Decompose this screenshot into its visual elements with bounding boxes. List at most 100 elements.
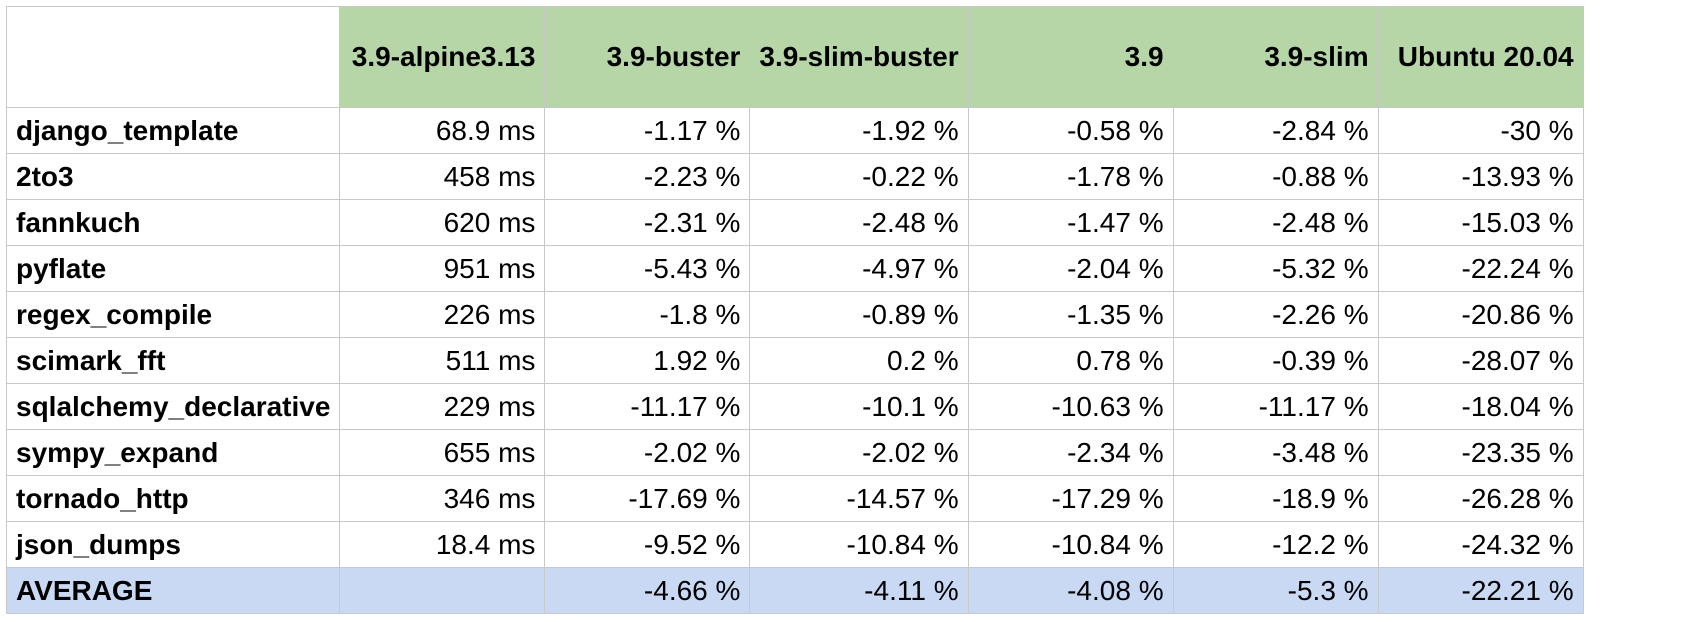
table-row: json_dumps 18.4 ms -9.52 % -10.84 % -10.84 %…: [5, 521, 1584, 568]
cell-alpine: 346 ms: [339, 475, 546, 522]
cell-buster: 1.92 %: [544, 337, 751, 384]
cell-alpine: 226 ms: [339, 291, 546, 338]
cell-ubuntu: -20.86 %: [1377, 291, 1584, 338]
table-row: fannkuch 620 ms -2.31 % -2.48 % -1.47 % -2.48…: [5, 199, 1584, 246]
cell-buster: -2.31 %: [544, 199, 751, 246]
cell-ubuntu: -26.28 %: [1377, 475, 1584, 522]
cell-ubuntu: -22.24 %: [1377, 245, 1584, 292]
cell-slim-buster: -10.84 %: [749, 521, 969, 568]
header-cell-39: 3.9: [967, 6, 1174, 108]
cell-buster: -17.69 %: [544, 475, 751, 522]
cell-ubuntu: -30 %: [1377, 107, 1584, 154]
cell-ubuntu: -23.35 %: [1377, 429, 1584, 476]
cell-slim-buster: 0.2 %: [749, 337, 969, 384]
cell-39: -1.35 %: [967, 291, 1174, 338]
average-cell-buster: -4.66 %: [544, 567, 751, 614]
header-row: 3.9-alpine3.13 3.9-buster 3.9-slim-buste…: [5, 6, 1584, 108]
average-cell-alpine: [339, 567, 546, 614]
cell-slim: -2.48 %: [1172, 199, 1379, 246]
cell-benchmark-name: sympy_expand: [5, 429, 341, 476]
cell-buster: -11.17 %: [544, 383, 751, 430]
average-cell-ubuntu: -22.21 %: [1377, 567, 1584, 614]
cell-buster: -1.17 %: [544, 107, 751, 154]
cell-slim-buster: -2.02 %: [749, 429, 969, 476]
cell-buster: -5.43 %: [544, 245, 751, 292]
cell-slim-buster: -14.57 %: [749, 475, 969, 522]
header-cell-buster: 3.9-buster: [544, 6, 751, 108]
cell-alpine: 18.4 ms: [339, 521, 546, 568]
cell-alpine: 458 ms: [339, 153, 546, 200]
table-row: sympy_expand 655 ms -2.02 % -2.02 % -2.34 % -…: [5, 429, 1584, 476]
table-row: tornado_http 346 ms -17.69 % -14.57 % -17.29…: [5, 475, 1584, 522]
cell-ubuntu: -28.07 %: [1377, 337, 1584, 384]
cell-buster: -1.8 %: [544, 291, 751, 338]
cell-slim: -11.17 %: [1172, 383, 1379, 430]
cell-ubuntu: -13.93 %: [1377, 153, 1584, 200]
cell-benchmark-name: sqlalchemy_declarative: [5, 383, 341, 430]
cell-39: -2.04 %: [967, 245, 1174, 292]
table-row: regex_compile 226 ms -1.8 % -0.89 % -1.35 % -…: [5, 291, 1584, 338]
cell-alpine: 655 ms: [339, 429, 546, 476]
benchmark-table: 3.9-alpine3.13 3.9-buster 3.9-slim-buste…: [5, 6, 1584, 614]
cell-alpine: 951 ms: [339, 245, 546, 292]
cell-benchmark-name: regex_compile: [5, 291, 341, 338]
average-cell-slim: -5.3 %: [1172, 567, 1379, 614]
header-cell-ubuntu: Ubuntu 20.04: [1377, 6, 1584, 108]
table-row: 2to3 458 ms -2.23 % -0.22 % -1.78 % -0.88 % -1…: [5, 153, 1584, 200]
cell-slim: -2.26 %: [1172, 291, 1379, 338]
cell-alpine: 511 ms: [339, 337, 546, 384]
cell-slim: -0.39 %: [1172, 337, 1379, 384]
table-row: scimark_fft 511 ms 1.92 % 0.2 % 0.78 % -0.39 …: [5, 337, 1584, 384]
cell-slim-buster: -1.92 %: [749, 107, 969, 154]
header-cell-alpine: 3.9-alpine3.13: [339, 6, 546, 108]
cell-39: -2.34 %: [967, 429, 1174, 476]
cell-benchmark-name: tornado_http: [5, 475, 341, 522]
table-body: django_template 68.9 ms -1.17 % -1.92 % -0.5…: [5, 107, 1584, 614]
average-cell-benchmark-name: AVERAGE: [5, 567, 341, 614]
cell-alpine: 620 ms: [339, 199, 546, 246]
cell-alpine: 68.9 ms: [339, 107, 546, 154]
cell-benchmark-name: django_template: [5, 107, 341, 154]
cell-39: -17.29 %: [967, 475, 1174, 522]
cell-buster: -2.23 %: [544, 153, 751, 200]
cell-benchmark-name: 2to3: [5, 153, 341, 200]
cell-buster: -2.02 %: [544, 429, 751, 476]
cell-benchmark-name: pyflate: [5, 245, 341, 292]
average-cell-slim-buster: -4.11 %: [749, 567, 969, 614]
cell-alpine: 229 ms: [339, 383, 546, 430]
header-cell-slim: 3.9-slim: [1172, 6, 1379, 108]
cell-benchmark-name: scimark_fft: [5, 337, 341, 384]
table-row: django_template 68.9 ms -1.17 % -1.92 % -0.5…: [5, 107, 1584, 154]
average-cell-39: -4.08 %: [967, 567, 1174, 614]
cell-39: -10.84 %: [967, 521, 1174, 568]
table-header: 3.9-alpine3.13 3.9-buster 3.9-slim-buste…: [5, 6, 1584, 108]
table-row: pyflate 951 ms -5.43 % -4.97 % -2.04 % -5.32 …: [5, 245, 1584, 292]
cell-benchmark-name: fannkuch: [5, 199, 341, 246]
table-row: sqlalchemy_declarative 229 ms -11.17 % -10.…: [5, 383, 1584, 430]
cell-slim-buster: -2.48 %: [749, 199, 969, 246]
cell-ubuntu: -24.32 %: [1377, 521, 1584, 568]
average-row: AVERAGE -4.66 % -4.11 % -4.08 % -5.3 % -22.21…: [5, 567, 1584, 614]
cell-39: -10.63 %: [967, 383, 1174, 430]
cell-slim-buster: -0.22 %: [749, 153, 969, 200]
cell-ubuntu: -15.03 %: [1377, 199, 1584, 246]
cell-benchmark-name: json_dumps: [5, 521, 341, 568]
cell-slim-buster: -0.89 %: [749, 291, 969, 338]
header-corner-cell: [5, 6, 341, 108]
cell-39: 0.78 %: [967, 337, 1174, 384]
benchmark-table-container: 3.9-alpine3.13 3.9-buster 3.9-slim-buste…: [5, 6, 1584, 614]
header-cell-slim-buster: 3.9-slim-buster: [749, 6, 969, 108]
cell-slim: -5.32 %: [1172, 245, 1379, 292]
cell-slim: -18.9 %: [1172, 475, 1379, 522]
cell-ubuntu: -18.04 %: [1377, 383, 1584, 430]
cell-39: -1.47 %: [967, 199, 1174, 246]
cell-slim: -3.48 %: [1172, 429, 1379, 476]
cell-slim: -0.88 %: [1172, 153, 1379, 200]
cell-slim: -2.84 %: [1172, 107, 1379, 154]
cell-slim-buster: -4.97 %: [749, 245, 969, 292]
cell-buster: -9.52 %: [544, 521, 751, 568]
cell-39: -1.78 %: [967, 153, 1174, 200]
cell-slim-buster: -10.1 %: [749, 383, 969, 430]
cell-slim: -12.2 %: [1172, 521, 1379, 568]
cell-39: -0.58 %: [967, 107, 1174, 154]
